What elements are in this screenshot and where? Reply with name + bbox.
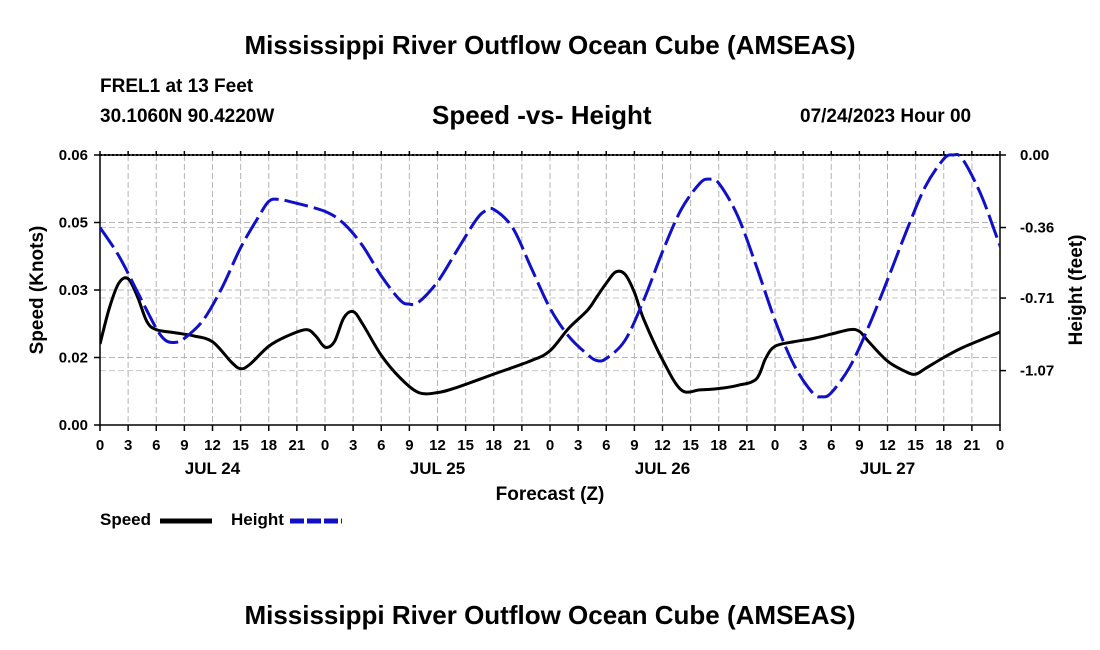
x-tick-label: 15 xyxy=(457,437,474,454)
x-day-label: JUL 24 xyxy=(185,459,241,478)
x-tick-label: 9 xyxy=(405,437,413,454)
x-tick-label: 0 xyxy=(321,437,329,454)
x-tick-label: 3 xyxy=(349,437,357,454)
x-tick-label: 3 xyxy=(574,437,582,454)
forecast-date-label: 07/24/2023 Hour 00 xyxy=(800,106,972,127)
x-tick-label: 18 xyxy=(935,437,952,454)
x-day-label: JUL 26 xyxy=(635,459,690,478)
coordinates-label: 30.1060N 90.4220W xyxy=(100,106,275,127)
x-tick-label: 3 xyxy=(799,437,807,454)
x-tick-label: 18 xyxy=(485,437,502,454)
y2-tick-label: 0.00 xyxy=(1020,147,1049,164)
legend-speed-label: Speed xyxy=(100,510,152,529)
y2-axis-title: Height (feet) xyxy=(1066,235,1087,346)
y-tick-label: 0.02 xyxy=(59,350,88,367)
x-tick-label: 12 xyxy=(204,437,221,454)
x-tick-label: 9 xyxy=(855,437,863,454)
y-tick-label: 0.03 xyxy=(59,282,88,299)
x-tick-label: 6 xyxy=(602,437,610,454)
y-tick-label: 0.00 xyxy=(59,417,88,434)
x-tick-label: 18 xyxy=(260,437,277,454)
legend-height-swatch xyxy=(290,518,342,524)
main-title: Mississippi River Outflow Ocean Cube (AM… xyxy=(244,30,856,60)
x-tick-label: 0 xyxy=(546,437,554,454)
series-line-speed xyxy=(100,269,1000,396)
x-tick-label: 6 xyxy=(377,437,385,454)
series-line-height xyxy=(100,153,1000,399)
legend-height-label: Height xyxy=(231,510,284,529)
x-tick-label: 0 xyxy=(771,437,779,454)
station-label: FREL1 at 13 Feet xyxy=(100,76,254,97)
x-tick-label: 15 xyxy=(682,437,699,454)
x-axis-title: Forecast (Z) xyxy=(496,484,605,505)
y-tick-label: 0.05 xyxy=(59,215,88,232)
x-tick-label: 0 xyxy=(96,437,104,454)
y2-tick-label: -0.71 xyxy=(1020,290,1054,307)
x-tick-label: 9 xyxy=(180,437,188,454)
x-tick-label: 6 xyxy=(827,437,835,454)
x-tick-label: 12 xyxy=(429,437,446,454)
footer-title: Mississippi River Outflow Ocean Cube (AM… xyxy=(244,600,856,630)
x-day-label: JUL 25 xyxy=(410,459,465,478)
x-tick-label: 21 xyxy=(289,437,306,454)
y-tick-label: 0.06 xyxy=(59,147,88,164)
y2-tick-label: -0.36 xyxy=(1020,220,1054,237)
legend-speed-swatch xyxy=(160,518,212,524)
x-tick-label: 0 xyxy=(996,437,1004,454)
chart-subtitle: Speed -vs- Height xyxy=(432,100,652,130)
x-tick-label: 6 xyxy=(152,437,160,454)
x-day-label: JUL 27 xyxy=(860,459,915,478)
y-axis-title: Speed (Knots) xyxy=(27,226,48,355)
x-tick-label: 12 xyxy=(654,437,671,454)
x-tick-label: 21 xyxy=(739,437,756,454)
x-tick-label: 18 xyxy=(710,437,727,454)
x-tick-label: 15 xyxy=(907,437,924,454)
x-tick-label: 9 xyxy=(630,437,638,454)
x-tick-label: 21 xyxy=(514,437,531,454)
x-tick-label: 3 xyxy=(124,437,132,454)
x-tick-label: 21 xyxy=(964,437,981,454)
x-tick-label: 12 xyxy=(879,437,896,454)
y2-tick-label: -1.07 xyxy=(1020,363,1054,380)
x-tick-label: 15 xyxy=(232,437,249,454)
